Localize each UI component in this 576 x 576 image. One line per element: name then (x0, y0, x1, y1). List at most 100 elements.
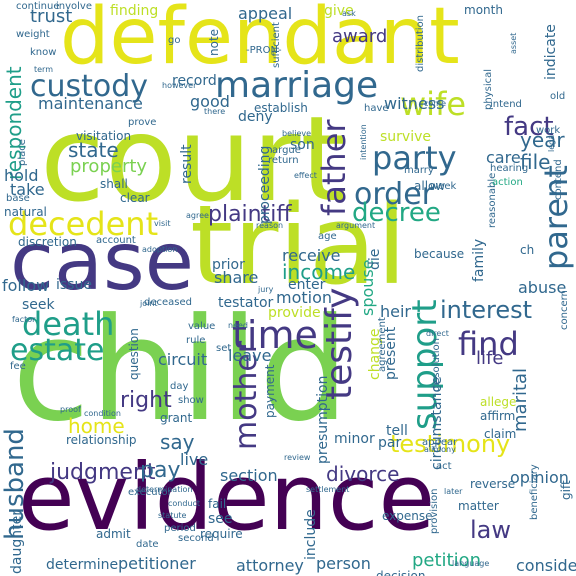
word-month: month (464, 3, 503, 17)
word-witness: witness (384, 94, 445, 113)
word-have: have (364, 103, 389, 114)
word-wife: wife (400, 85, 467, 123)
word-go: go (168, 35, 181, 46)
word-proof: proof (60, 405, 81, 414)
word-marry: marry (404, 165, 434, 176)
word-death: death (22, 305, 115, 343)
word-continue: continue (16, 1, 60, 12)
word-second: second (178, 533, 214, 544)
word-trust: trust (30, 6, 73, 27)
word-home: home (68, 414, 125, 438)
word-law: law (470, 516, 512, 544)
word-grant: grant (160, 411, 193, 425)
word-indicate: indicate (543, 24, 559, 80)
word-come: come (424, 99, 447, 108)
word-take: take (10, 180, 45, 199)
word-because: because (414, 247, 465, 261)
word-dissolution: dissolution (431, 338, 442, 392)
word-day: day (170, 381, 189, 392)
word-trial: trial (190, 181, 407, 309)
word-effect: effect (294, 171, 317, 180)
word-tell: tell (386, 423, 408, 439)
word-language: language (452, 559, 490, 568)
word-relationship: relationship (66, 433, 137, 447)
word-divorce: divorce (326, 462, 400, 486)
word-custody: custody (30, 69, 149, 104)
word-attorney: attorney (236, 556, 304, 575)
word-argue: argue (272, 145, 301, 156)
word-time: time (232, 313, 318, 357)
word-asset: asset (509, 32, 518, 54)
word-base: base (6, 193, 30, 204)
word-provide: provide (268, 305, 321, 321)
word-rule: rule (186, 335, 206, 346)
word-ch: ch (520, 243, 535, 257)
word-there: there (204, 107, 226, 116)
word-income: income (282, 260, 356, 284)
word-care: care (486, 148, 521, 167)
word-joint: joint (140, 299, 158, 308)
word-require: require (200, 527, 243, 541)
word-appear: appear (422, 437, 458, 448)
word-consider: consider (516, 556, 576, 575)
word-provision: provision (429, 488, 440, 535)
word-give: give (324, 3, 354, 19)
word-date: date (136, 539, 159, 550)
word-contend: contend (553, 159, 564, 200)
word-reverse: reverse (470, 477, 516, 491)
word-deny: deny (238, 109, 273, 125)
word-receive: receive (282, 246, 341, 265)
word-die: die (367, 248, 383, 270)
word-determine: determine (46, 557, 119, 573)
word-finding: finding (110, 3, 159, 19)
word-establish: establish (254, 101, 308, 115)
word-share: share (214, 268, 259, 287)
word-review: review (284, 453, 311, 462)
word-set: set (216, 343, 232, 354)
word-state: state (68, 138, 119, 162)
word-ask: ask (342, 9, 356, 18)
word-work: work (536, 125, 561, 136)
word-order: order (354, 177, 434, 212)
word-question: question (127, 328, 141, 380)
word-factor: factor (12, 315, 36, 324)
word-fail: fail (208, 497, 227, 511)
word-adoption: adoption (142, 245, 178, 254)
word-return: return (268, 155, 299, 166)
word-record: record (172, 73, 217, 89)
word-value: value (188, 321, 216, 332)
word-agreement: agreement (377, 317, 388, 372)
word-old: old (550, 91, 566, 102)
word-pron: -PRON- (246, 45, 282, 56)
word-determination: determination (136, 485, 193, 494)
word-good: good (190, 92, 230, 111)
word-gift: gift (559, 480, 573, 500)
word-matter: matter (458, 499, 499, 513)
word-testimony: testimony (390, 430, 511, 458)
word-action: action (492, 177, 523, 188)
word-direct: direct (426, 329, 449, 338)
word-life: life (476, 348, 504, 369)
word-period: period (164, 523, 196, 534)
word-alimony: alimony (424, 445, 456, 454)
word-deceased: deceased (144, 297, 192, 308)
word-act: act (436, 461, 452, 472)
word-fee: fee (10, 361, 26, 372)
word-son: son (290, 137, 315, 153)
word-note: note (207, 28, 221, 56)
word-fact: fact (504, 112, 554, 142)
word-week: week (430, 181, 457, 192)
word-section: section (220, 466, 278, 485)
word-presumption: presumption (315, 375, 331, 464)
word-par: par (378, 435, 402, 451)
word-right: right (120, 388, 172, 413)
word-testator: testator (218, 295, 274, 311)
word-claim: claim (484, 427, 517, 441)
word-visit: visit (154, 219, 171, 228)
word-marriage: marriage (215, 65, 379, 106)
word-prove: prove (128, 117, 157, 128)
word-need: need (228, 321, 248, 330)
word-admit: admit (96, 527, 131, 541)
word-executor: executor (128, 487, 172, 498)
